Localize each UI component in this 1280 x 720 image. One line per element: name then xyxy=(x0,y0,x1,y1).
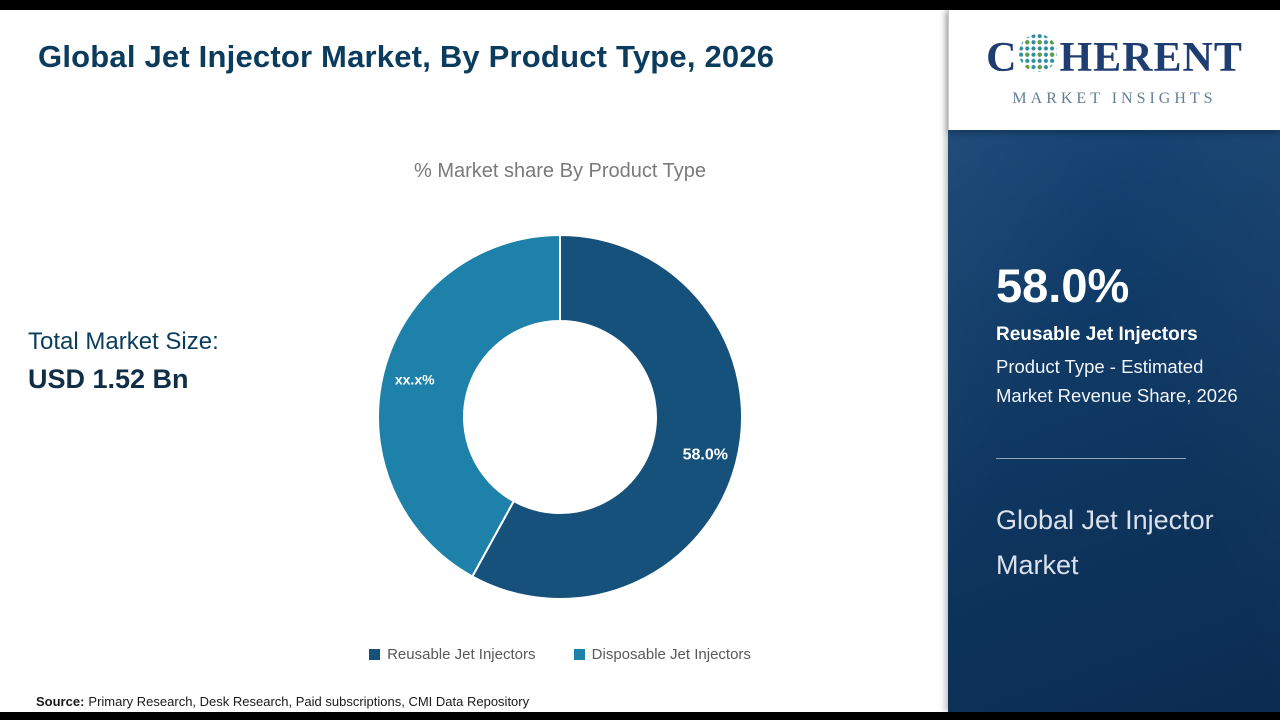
sidebar-panel: C HERE xyxy=(948,10,1280,712)
brand-tagline: MARKET INSIGHTS xyxy=(1012,89,1217,107)
top-border xyxy=(0,0,1280,10)
donut-slice-0 xyxy=(470,233,743,600)
sidebar-divider xyxy=(996,458,1186,459)
legend-item-reusable: Reusable Jet Injectors xyxy=(369,646,536,663)
legend-swatch-disposable xyxy=(573,649,585,660)
legend-item-disposable: Disposable Jet Injectors xyxy=(573,646,751,663)
donut-chart-svg: 58.0% xx.x% xyxy=(377,233,743,600)
bottom-border xyxy=(0,712,1280,720)
donut-chart: 58.0% xx.x% xyxy=(370,227,750,607)
source-text: Primary Research, Desk Research, Paid su… xyxy=(88,694,530,709)
logo-letter-c: C xyxy=(986,35,1018,81)
legend-swatch-reusable xyxy=(369,649,381,660)
donut-slice-label-0: 58.0% xyxy=(683,446,728,463)
total-market-size-value: USD 1.52 Bn xyxy=(28,364,189,394)
sidebar-stat-title: Reusable Jet Injectors xyxy=(996,324,1198,345)
page-title: Global Jet Injector Market, By Product T… xyxy=(38,39,775,74)
legend-label-reusable: Reusable Jet Injectors xyxy=(387,646,536,663)
brand-logo-word: C HERE xyxy=(986,33,1243,84)
donut-slice-1 xyxy=(377,233,561,578)
source-line: Source: Primary Research, Desk Research, … xyxy=(36,694,529,709)
sidebar-market-title: Global Jet Injector Market xyxy=(996,505,1214,580)
logo-letters-rest: HERENT xyxy=(1059,35,1243,81)
sidebar-stat-value: 58.0% xyxy=(996,259,1130,312)
sidebar-stat-description: Product Type - Estimated Market Revenue … xyxy=(996,356,1238,406)
total-market-size-label: Total Market Size: xyxy=(28,328,219,355)
chart-legend: Reusable Jet Injectors Disposable Jet In… xyxy=(260,646,860,664)
globe-o-icon xyxy=(1018,33,1058,84)
chart-subtitle: % Market share By Product Type xyxy=(414,160,706,182)
donut-slice-label-1: xx.x% xyxy=(395,372,435,388)
brand-logo: C HERE xyxy=(948,10,1280,130)
source-label: Source: xyxy=(36,694,85,709)
legend-label-disposable: Disposable Jet Injectors xyxy=(591,646,751,663)
main-area: Global Jet Injector Market, By Product T… xyxy=(0,10,948,712)
